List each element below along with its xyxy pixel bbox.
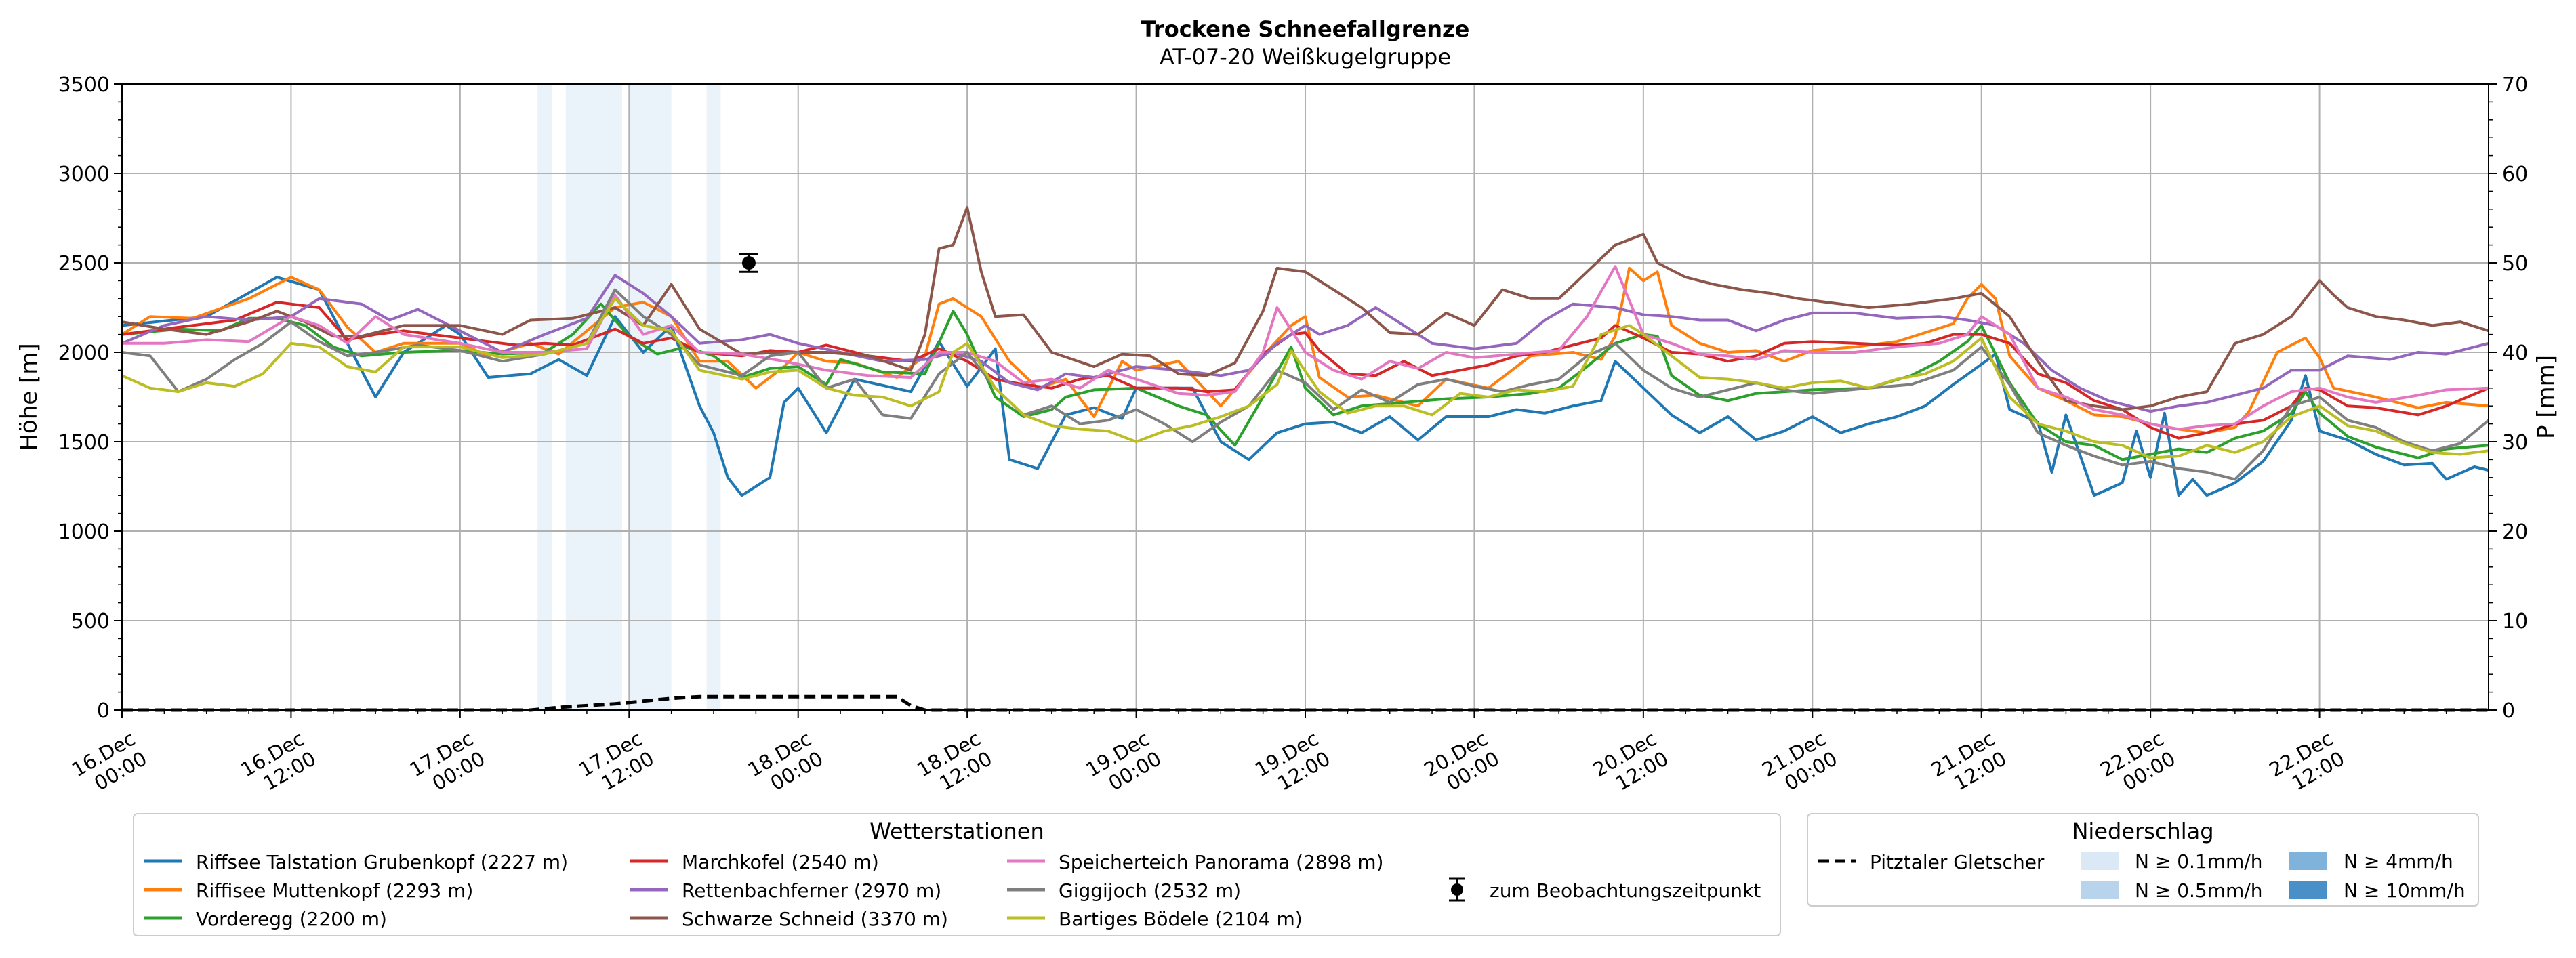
precip-band-1 — [565, 84, 622, 710]
legend-observation-label: zum Beobachtungszeitpunkt — [1490, 879, 1761, 902]
ytick-left-label-1: 500 — [71, 610, 110, 633]
legend-precip-label-3: N ≥ 10mm/h — [2344, 879, 2466, 902]
legend-station-label-3: Marchkofel (2540 m) — [682, 851, 879, 873]
legend-precip-swatch-2 — [2289, 852, 2327, 870]
legend-station-label-6: Speicherteich Panorama (2898 m) — [1059, 851, 1383, 873]
ytick-right-label-5: 50 — [2502, 252, 2528, 276]
precip-band-2 — [629, 84, 672, 710]
ytick-left-label-2: 1000 — [58, 520, 110, 544]
chart-subtitle: AT-07-20 Weißkugelgruppe — [1160, 44, 1451, 70]
legend-precip-label-1: N ≥ 0.5mm/h — [2135, 879, 2262, 902]
ytick-right-label-7: 70 — [2502, 73, 2528, 97]
ytick-right-label-2: 20 — [2502, 520, 2528, 544]
legend-station-label-8: Bartiges Bödele (2104 m) — [1059, 908, 1303, 930]
legend-observation-point — [1451, 883, 1463, 896]
ytick-left-label-4: 2000 — [58, 341, 110, 365]
precip-band-3 — [706, 84, 721, 710]
legend-precip-title: Niederschlag — [2072, 818, 2213, 844]
legend-stations: Wetterstationen Riffsee Talstation Grube… — [133, 813, 1781, 936]
precip-bands — [537, 84, 721, 710]
ytick-left-label-6: 3000 — [58, 163, 110, 186]
series-line-8 — [121, 297, 2489, 459]
ytick-left-label-0: 0 — [97, 699, 110, 723]
series-lines — [121, 206, 2490, 497]
ytick-right-label-0: 0 — [2502, 699, 2515, 723]
y-axis-left: 0 500 1000 1500 2000 2500 3000 3500 — [58, 73, 122, 723]
legend-stations-title: Wetterstationen — [870, 818, 1044, 844]
legend-station-label-1: Riffisee Muttenkopf (2293 m) — [196, 879, 473, 902]
legend-precip-swatch-0 — [2081, 852, 2119, 870]
ytick-right-label-3: 30 — [2502, 431, 2528, 455]
ytick-right-label-1: 10 — [2502, 610, 2528, 633]
legend-precip-swatch-3 — [2289, 881, 2327, 899]
observation-marker — [739, 253, 758, 273]
y-axis-label-right: P [mm] — [2533, 355, 2560, 439]
legend-precip: Niederschlag Pitztaler Gletscher N ≥ 0.1… — [1807, 813, 2479, 907]
legend-station-label-5: Schwarze Schneid (3370 m) — [682, 908, 948, 930]
legend-precip-swatch-1 — [2081, 881, 2119, 899]
precip-line — [122, 694, 2489, 712]
legend-precip-line-label: Pitztaler Gletscher — [1870, 851, 2045, 873]
precip-band-0 — [537, 84, 552, 710]
legend-precip-label-0: N ≥ 0.1mm/h — [2135, 850, 2262, 873]
chart-title: Trockene Schneefallgrenze — [1141, 16, 1470, 42]
legend-station-label-7: Giggijoch (2532 m) — [1059, 879, 1241, 902]
ytick-left-label-5: 2500 — [58, 252, 110, 276]
legend-station-label-0: Riffsee Talstation Grubenkopf (2227 m) — [196, 851, 568, 873]
series-line-5 — [121, 206, 2489, 411]
legend-station-label-4: Rettenbachferner (2970 m) — [682, 879, 941, 902]
grid — [121, 83, 2489, 711]
series-line-7 — [121, 288, 2490, 481]
y-axis-right: 0 10 20 30 40 50 60 70 — [2489, 73, 2528, 723]
observation-point — [741, 256, 756, 270]
ytick-right-label-6: 60 — [2502, 163, 2528, 186]
ytick-right-label-4: 40 — [2502, 341, 2528, 365]
legend-stations-box — [133, 813, 1781, 936]
legend-precip-label-2: N ≥ 4mm/h — [2344, 850, 2453, 873]
ytick-left-label-3: 1500 — [58, 431, 110, 455]
y-axis-label: Höhe [m] — [16, 343, 43, 451]
precip-line-pitztal — [122, 694, 2489, 712]
series-line-0 — [121, 276, 2489, 497]
series-line-6 — [122, 265, 2489, 431]
series-line-4 — [121, 274, 2489, 413]
ytick-left-label-7: 3500 — [58, 73, 110, 97]
legend-station-label-2: Vorderegg (2200 m) — [196, 908, 387, 930]
